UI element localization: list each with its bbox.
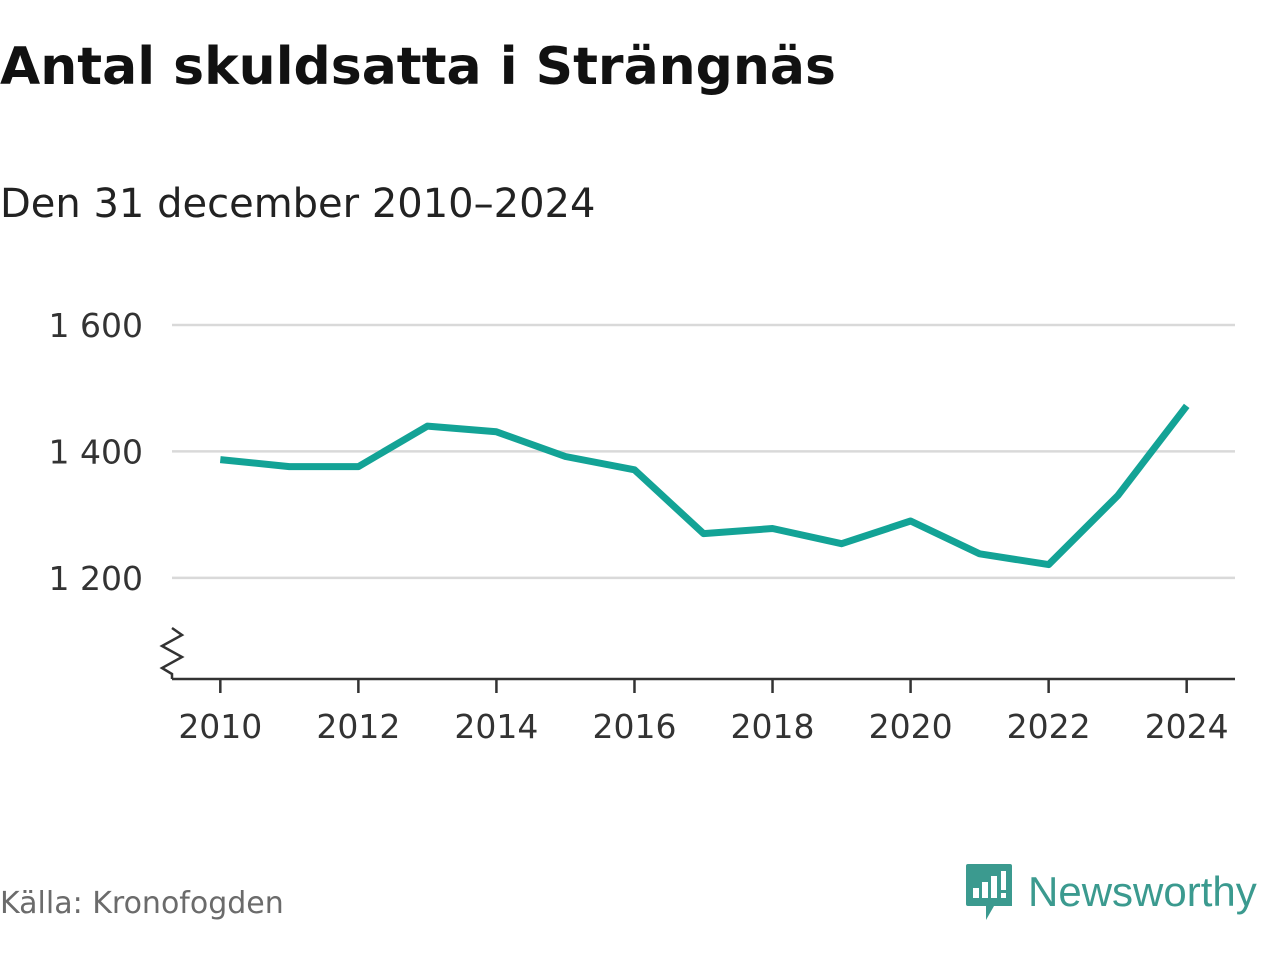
grid-lines: [172, 323, 1235, 580]
x-axis: [159, 626, 1235, 693]
chart-title: Antal skuldsatta i Strängnäs: [0, 37, 836, 97]
brand-name: Newsworthy: [1028, 868, 1257, 915]
x-tick-label: 2022: [1007, 707, 1091, 746]
y-tick-label: 1 200: [49, 559, 143, 598]
chart-subtitle: Den 31 december 2010–2024: [0, 181, 596, 227]
x-tick-label: 2018: [731, 707, 815, 746]
source-note: Källa: Kronofogden: [0, 886, 284, 921]
x-tick-label: 2010: [178, 707, 262, 746]
brand: Newsworthy: [964, 862, 1257, 922]
x-tick-label: 2020: [869, 707, 953, 746]
newsworthy-logo-icon: [966, 864, 1012, 920]
series-line: [219, 403, 1190, 569]
x-tick-label: 2024: [1145, 707, 1229, 746]
x-tick-label: 2012: [316, 707, 400, 746]
y-tick-label: 1 600: [49, 306, 143, 345]
series-layer: [219, 403, 1190, 569]
axis-break-icon: [159, 626, 185, 679]
x-tick-label: 2014: [454, 707, 538, 746]
x-tick-label: 2016: [592, 707, 676, 746]
tick-labels: 1 200 1 400 1 600 2010 2012 2014 2016 2018 2020 2…: [49, 306, 1229, 746]
y-tick-label: 1 400: [49, 432, 143, 471]
